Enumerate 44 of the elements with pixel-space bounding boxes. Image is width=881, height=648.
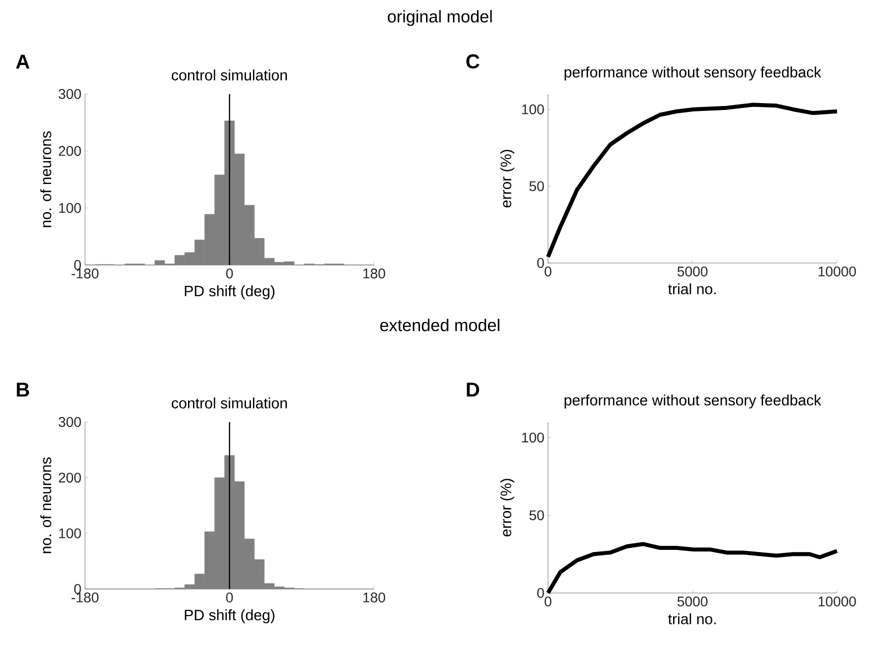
x-axis-title: PD shift (deg) xyxy=(184,285,274,300)
y-tick-label: 100 xyxy=(59,528,81,538)
x-tick-label: 0 xyxy=(544,596,552,606)
y-tick-label: 50 xyxy=(529,510,544,520)
x-tick-label: 0 xyxy=(544,266,552,276)
y-tick-label: 100 xyxy=(522,432,544,442)
y-tick-label: 300 xyxy=(58,89,81,99)
chart-title: performance without sensory feedback xyxy=(564,66,822,80)
y-axis-title: error (%) xyxy=(500,478,514,536)
x-tick-label: -180 xyxy=(72,592,98,602)
line-series xyxy=(546,102,839,259)
text: D xyxy=(466,382,480,396)
y-tick-label: 200 xyxy=(58,472,81,483)
y-tick-label: 50 xyxy=(529,181,544,192)
chart-title: control simulation xyxy=(172,69,287,80)
text: original model xyxy=(388,10,492,26)
y-tick-label: 0 xyxy=(74,584,81,594)
chart-title: performance without sensory feedback xyxy=(564,394,822,408)
chart-title: control simulation xyxy=(172,397,287,408)
y-axis-title: no. of neurons xyxy=(40,457,52,554)
y-tick-label: 0 xyxy=(74,260,81,270)
x-tick-label: 5000 xyxy=(677,596,708,606)
text: extended model xyxy=(380,318,500,332)
x-tick-label: 0 xyxy=(226,592,233,602)
x-tick-label: 0 xyxy=(226,268,233,278)
x-axis-title: PD shift (deg) xyxy=(184,609,274,624)
text: A xyxy=(16,54,30,68)
text: B xyxy=(16,382,30,396)
x-axis-title: trial no. xyxy=(668,613,716,624)
x-tick-label: 180 xyxy=(363,592,386,602)
y-axis-title: error (%) xyxy=(500,150,514,208)
y-tick-label: 100 xyxy=(59,203,81,213)
x-tick-label: 10000 xyxy=(818,596,856,606)
x-tick-label: 10000 xyxy=(818,266,856,276)
x-axis-title: trial no. xyxy=(668,283,716,294)
y-tick-label: 100 xyxy=(522,104,544,114)
text: C xyxy=(466,54,480,68)
y-axis-title: no. of neurons xyxy=(40,131,52,228)
x-tick-label: 180 xyxy=(363,268,386,278)
y-tick-label: 300 xyxy=(58,417,81,427)
x-tick-label: -180 xyxy=(72,268,98,278)
y-tick-label: 200 xyxy=(58,146,81,156)
x-tick-label: 5000 xyxy=(677,266,708,276)
y-tick-label: 0 xyxy=(537,258,544,268)
